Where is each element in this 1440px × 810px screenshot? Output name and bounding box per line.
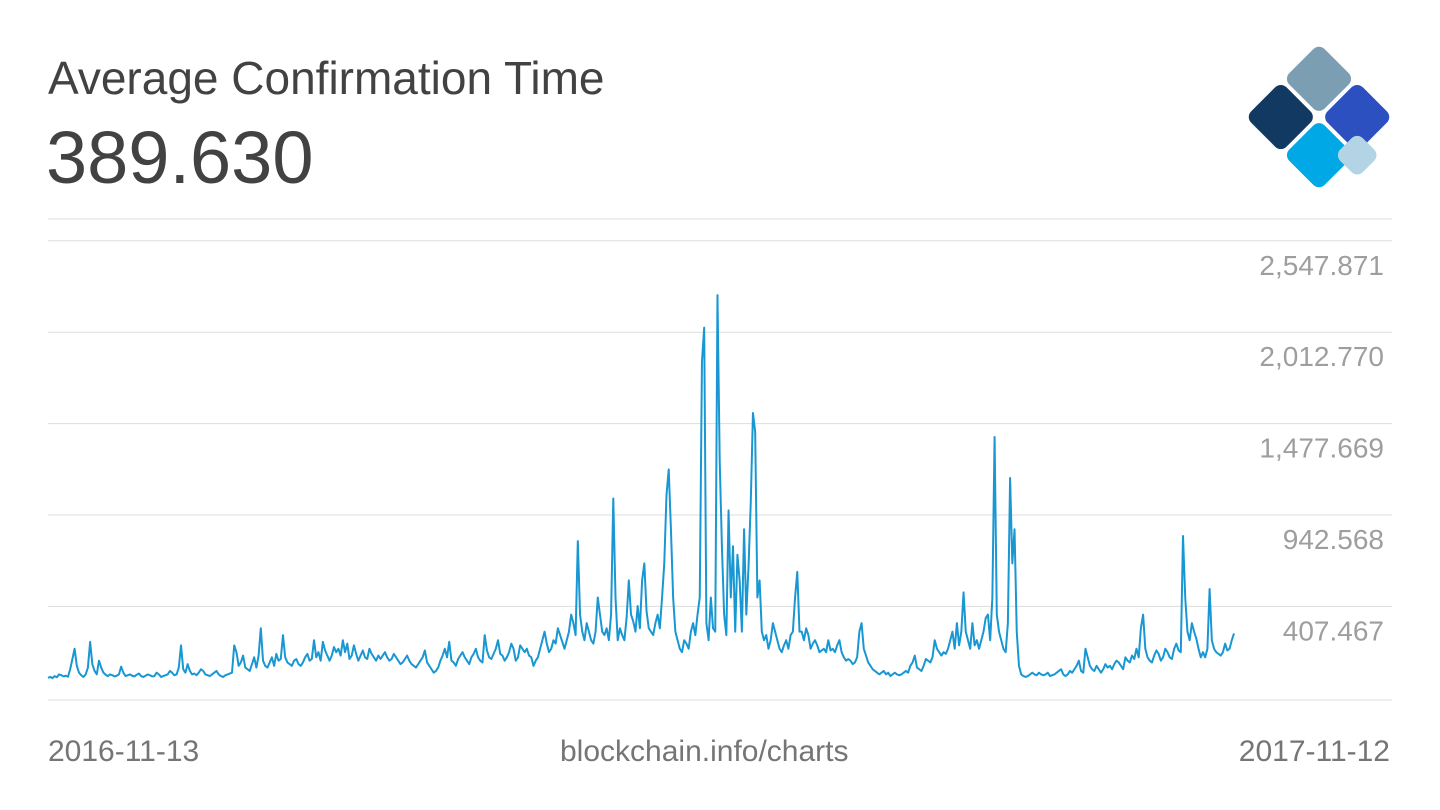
logo-tile-top xyxy=(1286,46,1352,111)
y-tick-label: 2,012.770 xyxy=(1259,341,1384,372)
logo-tile-right xyxy=(1325,84,1390,150)
logo-tile-left xyxy=(1248,84,1313,150)
y-tick-label: 2,547.871 xyxy=(1259,250,1384,281)
chart-title: Average Confirmation Time xyxy=(48,52,605,104)
confirmation-time-series-line xyxy=(47,294,1235,680)
blockchain-logo-icon xyxy=(1248,46,1390,188)
y-tick-label: 1,477.669 xyxy=(1259,433,1384,464)
logo-tile-small xyxy=(1337,135,1377,175)
y-tick-label: 407.467 xyxy=(1283,615,1384,646)
x-axis-end-date: 2017-11-12 xyxy=(1238,735,1390,768)
chart-source-label: blockchain.info/charts xyxy=(560,735,849,768)
x-axis-start-date: 2016-11-13 xyxy=(48,735,200,768)
y-tick-label: 942.568 xyxy=(1283,524,1384,555)
current-value: 389.630 xyxy=(46,116,314,199)
line-chart: 407.467 942.568 1,477.669 2,012.770 2,547.87… xyxy=(47,218,1392,701)
logo-tile-bottom xyxy=(1286,123,1352,188)
